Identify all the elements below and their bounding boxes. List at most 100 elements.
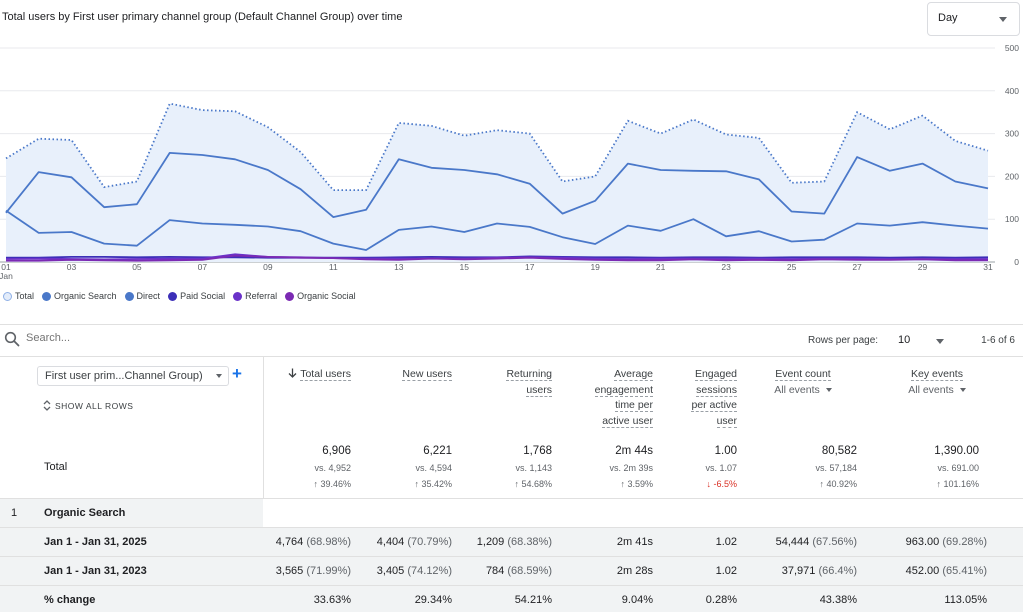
key-events-compare: vs. 691.00 bbox=[937, 463, 979, 473]
search-icon bbox=[4, 331, 20, 347]
column-header-total-users[interactable]: Total users bbox=[270, 367, 351, 383]
line-chart: 0 100 200 300 400 500 01 03 05 07 09 11 13 15 17 19 21 23… bbox=[0, 43, 1019, 281]
series-line-total bbox=[5, 102, 989, 191]
show-all-rows-button[interactable]: SHOW ALL ROWS bbox=[43, 400, 133, 411]
row-index: 1 bbox=[11, 507, 18, 519]
series-line-organic-search bbox=[5, 152, 989, 218]
percent: (74.12%) bbox=[407, 565, 452, 577]
row-key-events: 963.00 (69.28%) bbox=[906, 536, 987, 548]
column-header-label: time per bbox=[615, 399, 653, 412]
event-filter-value: All events bbox=[774, 383, 820, 396]
y-tick-label: 300 bbox=[1005, 129, 1019, 139]
key-events-value: 1,390.00 bbox=[934, 445, 979, 457]
row-label: Jan 1 - Jan 31, 2025 bbox=[44, 536, 147, 548]
search-input[interactable] bbox=[26, 332, 326, 344]
rows-per-page-label: Rows per page: bbox=[808, 335, 879, 346]
column-header-event-count[interactable]: Event count All events bbox=[760, 367, 846, 398]
legend-dot-icon bbox=[168, 291, 178, 301]
x-tick-label: 03 bbox=[67, 262, 77, 272]
row-engaged-sessions: 1.02 bbox=[715, 565, 737, 577]
legend-item-total[interactable]: Total bbox=[3, 291, 34, 301]
table-row[interactable]: Jan 1 - Jan 31, 2023 3,565 (71.99%) 3,40… bbox=[0, 557, 1023, 585]
series-line-direct bbox=[5, 209, 989, 251]
key-events-change: ↑ 101.16% bbox=[936, 479, 979, 489]
column-header-label: Average bbox=[614, 368, 653, 381]
granularity-select[interactable]: Day bbox=[927, 2, 1020, 36]
legend-label: Referral bbox=[245, 291, 278, 301]
divider bbox=[0, 498, 1023, 499]
rows-per-page-select[interactable]: 10 bbox=[898, 334, 948, 346]
row-total-users: 4,764 (68.98%) bbox=[276, 536, 351, 548]
returning-users-change: ↑ 54.68% bbox=[514, 479, 552, 489]
column-header-label: Engaged bbox=[694, 368, 737, 381]
percent: (65.41%) bbox=[942, 565, 987, 577]
add-dimension-button[interactable]: + bbox=[232, 364, 242, 383]
x-tick-label: 31 bbox=[983, 262, 993, 272]
pct-change-key-events: 113.05% bbox=[944, 594, 987, 606]
total-users-change: ↑ 39.46% bbox=[313, 479, 351, 489]
column-header-avg-engagement[interactable]: Average engagement time per active user bbox=[570, 367, 653, 429]
legend-item-organic-social[interactable]: Organic Social bbox=[285, 291, 356, 301]
total-area bbox=[6, 103, 988, 262]
column-header-engaged-sessions[interactable]: Engaged sessions per active user bbox=[660, 367, 737, 429]
row-avg-engagement: 2m 28s bbox=[616, 565, 653, 577]
value: 54,444 bbox=[775, 536, 810, 548]
event-count-value: 80,582 bbox=[821, 445, 857, 457]
legend-item-paid-social[interactable]: Paid Social bbox=[168, 291, 225, 301]
dimension-select[interactable]: First user prim...Channel Group) bbox=[37, 366, 229, 386]
table-row[interactable]: Jan 1 - Jan 31, 2025 4,764 (68.98%) 4,40… bbox=[0, 528, 1023, 556]
value: 4,764 bbox=[275, 536, 304, 548]
key-event-filter-value: All events bbox=[908, 383, 954, 396]
group-row-organic-search[interactable]: 1 Organic Search bbox=[0, 499, 1023, 527]
x-tick-sub-label: Jan bbox=[0, 271, 13, 281]
x-tick-label: 23 bbox=[721, 262, 731, 272]
percent: (66.4%) bbox=[818, 565, 857, 577]
x-tick-label: 07 bbox=[198, 262, 208, 272]
row-label: Jan 1 - Jan 31, 2023 bbox=[44, 565, 147, 577]
chevron-down-icon bbox=[999, 17, 1007, 22]
pct-change-engaged-sessions: 0.28% bbox=[705, 594, 737, 606]
new-users-change: ↑ 35.42% bbox=[414, 479, 452, 489]
chevron-down-icon bbox=[959, 387, 966, 392]
legend-label: Paid Social bbox=[180, 291, 226, 301]
row-event-count: 37,971 (66.4%) bbox=[782, 565, 857, 577]
chevron-down-icon bbox=[936, 339, 944, 344]
divider bbox=[0, 585, 1023, 586]
legend-item-referral[interactable]: Referral bbox=[233, 291, 277, 301]
legend-label: Organic Social bbox=[297, 291, 356, 301]
engaged-sessions-change: ↓ -6.5% bbox=[706, 479, 737, 489]
y-tick-label: 100 bbox=[1005, 214, 1019, 224]
chevron-down-icon bbox=[825, 387, 832, 392]
x-tick-label: 25 bbox=[787, 262, 797, 272]
legend-item-organic-search[interactable]: Organic Search bbox=[42, 291, 117, 301]
column-header-key-events[interactable]: Key events All events bbox=[894, 367, 980, 398]
total-users-value: 6,906 bbox=[322, 445, 351, 457]
legend-item-direct[interactable]: Direct bbox=[124, 291, 160, 301]
event-filter-select[interactable]: All events bbox=[760, 383, 846, 399]
value: 452.00 bbox=[905, 565, 940, 577]
column-header-label: users bbox=[526, 383, 552, 397]
pct-change-returning-users: 54.21% bbox=[514, 594, 552, 606]
key-event-filter-select[interactable]: All events bbox=[894, 383, 980, 399]
x-tick-label: 17 bbox=[525, 262, 535, 272]
x-tick-label: 21 bbox=[656, 262, 666, 272]
value: 3,565 bbox=[275, 565, 304, 577]
legend-dot-icon bbox=[3, 291, 12, 301]
x-tick-label: 15 bbox=[460, 262, 470, 272]
column-header-returning-users[interactable]: Returning users bbox=[470, 367, 552, 398]
row-label: % change bbox=[44, 594, 96, 606]
column-header-label: sessions bbox=[696, 383, 737, 397]
legend-dot-icon bbox=[124, 291, 134, 301]
divider bbox=[0, 527, 1023, 528]
returning-users-compare: vs. 1,143 bbox=[515, 463, 552, 473]
avg-engagement-value: 2m 44s bbox=[615, 445, 653, 457]
percent: (70.79%) bbox=[407, 536, 452, 548]
x-tick-label: 01 bbox=[1, 262, 11, 272]
percent: (71.99%) bbox=[306, 565, 351, 577]
engaged-sessions-value: 1.00 bbox=[714, 445, 737, 457]
legend-label: Total bbox=[15, 291, 35, 301]
chevron-down-icon bbox=[216, 374, 222, 378]
column-header-new-users[interactable]: New users bbox=[370, 367, 452, 383]
table-row-pct-change[interactable]: % change 33.63% 29.34% 54.21% 9.04% 0.28… bbox=[0, 586, 1023, 612]
value: 963.00 bbox=[905, 536, 940, 548]
